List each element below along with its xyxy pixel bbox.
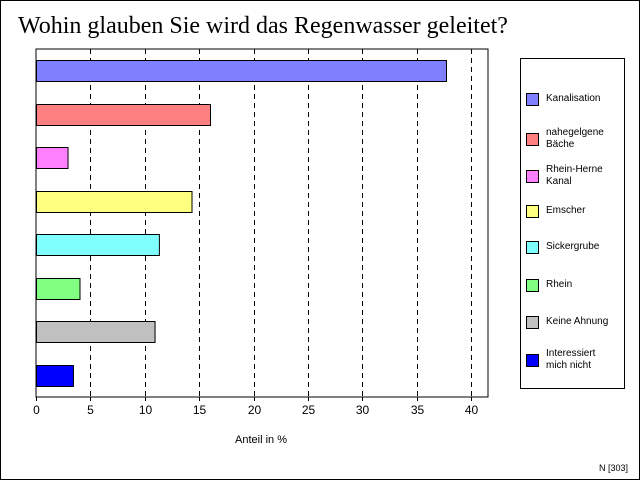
x-tick-label: 0 — [33, 403, 40, 417]
bar-6 — [36, 278, 81, 300]
x-tick-label: 20 — [248, 403, 262, 417]
legend-label: Keine Ahnung — [546, 316, 609, 327]
legend-swatch — [526, 353, 539, 367]
plot-area — [35, 48, 489, 398]
legend-item: Keine Ahnung — [526, 305, 624, 339]
x-tick-label: 10 — [139, 403, 153, 417]
legend-swatch — [526, 240, 539, 254]
legend-swatch — [526, 169, 539, 183]
bar-5 — [36, 234, 160, 256]
legend-label: Interessiert mich nicht — [546, 348, 596, 371]
legend-swatch — [526, 204, 539, 218]
x-axis-label: Anteil in % — [235, 434, 287, 446]
chart-title: Wohin glauben Sie wird das Regenwasser g… — [18, 13, 508, 39]
chart-legend: Kanalisation nahegelgene Bäche Rhein-Herne… — [520, 58, 625, 389]
legend-item: Interessiert mich nicht — [526, 343, 624, 377]
legend-swatch — [526, 92, 539, 106]
x-tick-label: 30 — [356, 403, 370, 417]
bar-2 — [36, 104, 211, 126]
legend-swatch — [526, 132, 539, 146]
legend-swatch — [526, 278, 539, 292]
legend-label: Kanalisation — [546, 93, 601, 104]
bar-1 — [36, 60, 447, 82]
bar-8 — [36, 365, 74, 387]
legend-item: Sickergrube — [526, 230, 624, 264]
sample-size-note: N [303] — [598, 463, 628, 473]
x-tick-label: 40 — [465, 403, 479, 417]
bar-7 — [36, 321, 156, 343]
legend-label: Rhein — [546, 279, 573, 290]
legend-label: Sickergrube — [546, 241, 600, 252]
legend-item: Kanalisation — [526, 82, 624, 116]
legend-swatch — [526, 315, 539, 329]
legend-label: nahegelgene Bäche — [546, 127, 604, 150]
x-tick-label: 5 — [87, 403, 94, 417]
legend-label: Rhein-Herne Kanal — [546, 164, 603, 187]
bar-4 — [36, 191, 193, 213]
bar-3 — [36, 147, 69, 169]
x-tick-label: 25 — [302, 403, 316, 417]
x-tick-label: 15 — [193, 403, 207, 417]
x-tick-label: 35 — [411, 403, 425, 417]
legend-item: Rhein — [526, 268, 624, 302]
legend-label: Emscher — [546, 205, 586, 216]
legend-item: Rhein-Herne Kanal — [526, 159, 624, 193]
legend-item: nahegelgene Bäche — [526, 122, 624, 156]
legend-item: Emscher — [526, 194, 624, 228]
